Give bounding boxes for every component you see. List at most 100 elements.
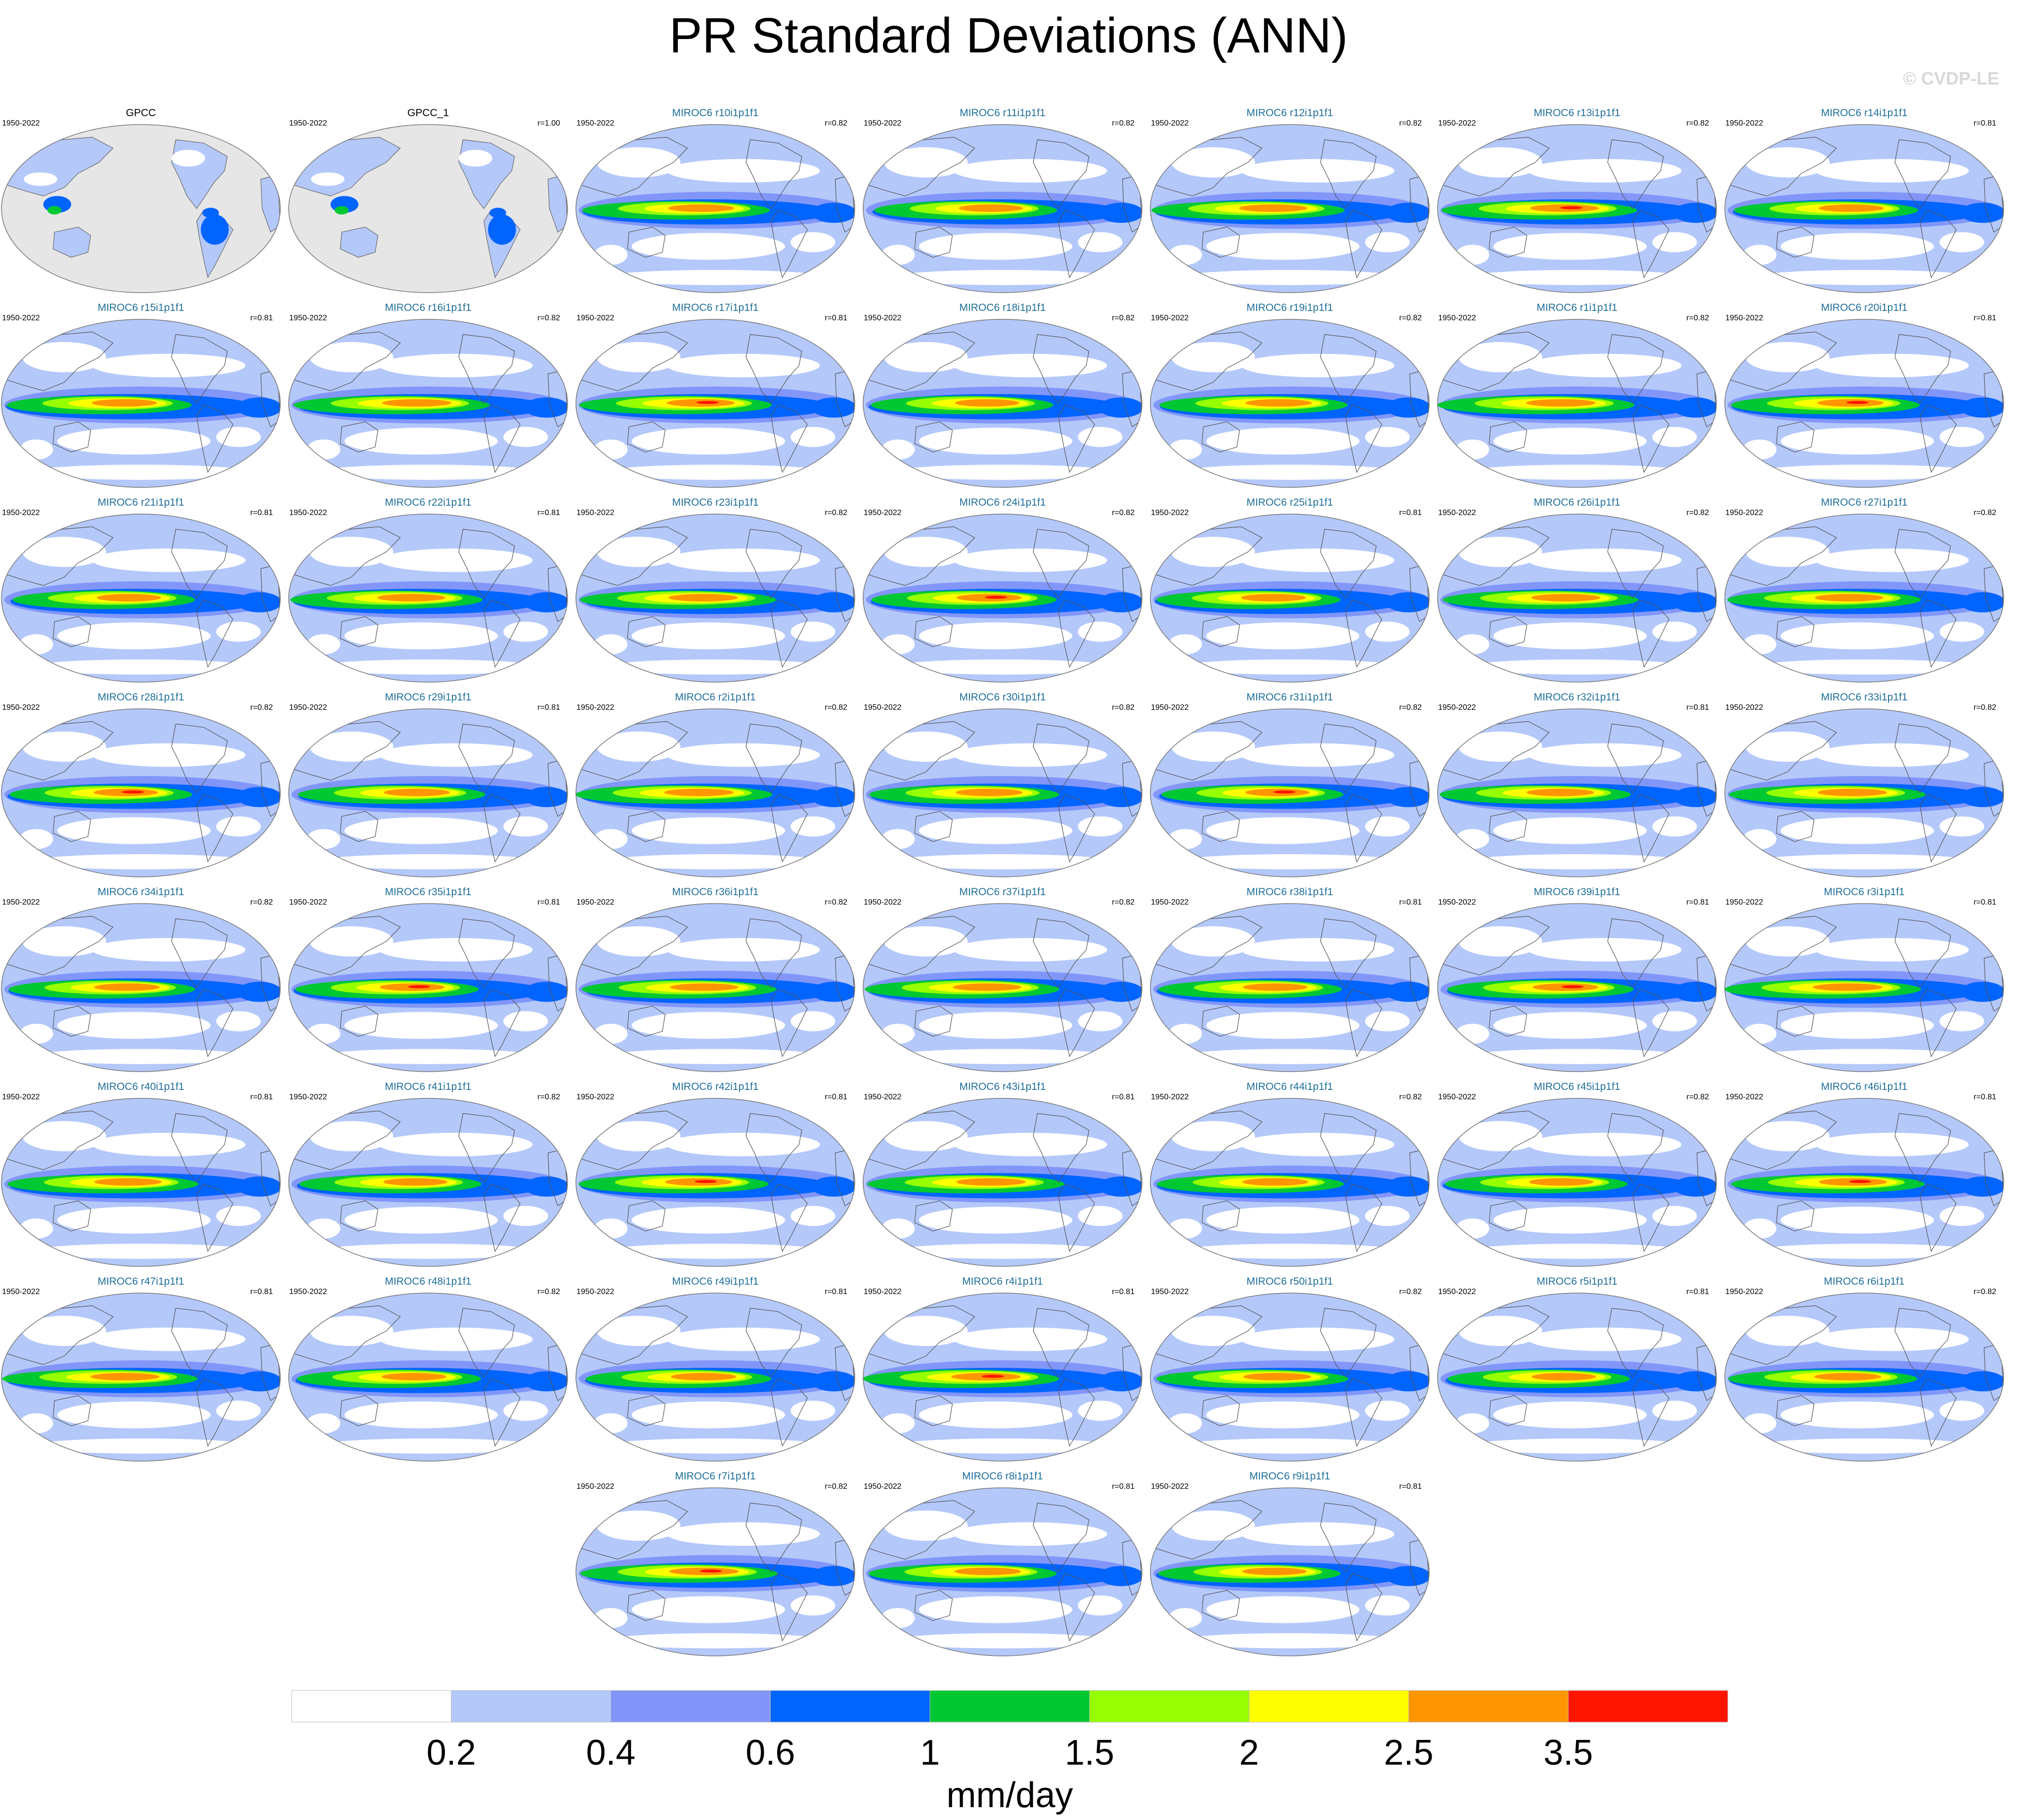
map-panel: MIROC6 r10i1p1f1 1950-2022 r=0.82 [574,107,856,295]
panel-years: 1950-2022 [289,314,327,322]
panel-correlation: r=0.81 [825,314,847,322]
panel-correlation: r=0.81 [250,509,273,517]
panel-correlation: r=0.82 [1112,509,1135,517]
precip-std-map [1150,514,1430,683]
panel-years: 1950-2022 [864,1482,902,1491]
panel-correlation: r=0.81 [1399,509,1422,517]
colorbar-swatch [770,1690,930,1723]
map-panel: MIROC6 r2i1p1f1 1950-2022 r=0.82 [574,691,856,879]
precip-std-map [1437,514,1717,683]
colorbar-tick-label: 1 [920,1733,940,1773]
map-panel: MIROC6 r27i1p1f1 1950-2022 r=0.82 [1723,496,2005,684]
precip-std-map [1150,124,1430,293]
panel-years: 1950-2022 [864,119,902,128]
precip-std-map [1150,1487,1430,1656]
panel-years: 1950-2022 [864,703,902,712]
panel-title: MIROC6 r22i1p1f1 [385,497,472,508]
precip-std-map [1,124,281,293]
panel-title: GPCC [126,107,156,119]
panel-years: 1950-2022 [576,314,614,322]
panel-years: 1950-2022 [576,1288,614,1296]
colorbar-swatch [611,1690,771,1723]
panel-years: 1950-2022 [1725,509,1763,517]
map-panel: GPCC_1 1950-2022 r=1.00 [287,107,569,295]
map-panel: MIROC6 r19i1p1f1 1950-2022 r=0.82 [1149,302,1431,489]
precip-std-map [1150,319,1430,488]
map-panel: MIROC6 r21i1p1f1 1950-2022 r=0.81 [0,496,282,684]
colorbar-tick-label: 1.5 [1065,1733,1114,1773]
panel-correlation: r=0.82 [1973,509,1996,517]
map-panel: MIROC6 r17i1p1f1 1950-2022 r=0.81 [574,302,856,489]
panel-title: MIROC6 r10i1p1f1 [672,107,759,119]
panel-correlation: r=0.81 [537,703,560,712]
panel-years: 1950-2022 [576,1482,614,1491]
map-panel: MIROC6 r12i1p1f1 1950-2022 r=0.82 [1149,107,1431,295]
map-panel: MIROC6 r38i1p1f1 1950-2022 r=0.81 [1149,886,1431,1074]
map-panel: MIROC6 r34i1p1f1 1950-2022 r=0.82 [0,886,282,1074]
panel-years: 1950-2022 [1438,314,1476,322]
panel-years: 1950-2022 [2,1288,40,1296]
panel-title: MIROC6 r18i1p1f1 [959,302,1046,313]
panel-correlation: r=0.81 [537,898,560,907]
map-panel: MIROC6 r46i1p1f1 1950-2022 r=0.81 [1723,1081,2005,1268]
panel-title: MIROC6 r7i1p1f1 [675,1471,756,1482]
precip-std-map [863,514,1142,683]
panel-correlation: r=0.82 [1686,314,1709,322]
panel-title: MIROC6 r12i1p1f1 [1246,107,1333,119]
map-panel: MIROC6 r42i1p1f1 1950-2022 r=0.81 [574,1081,856,1268]
precip-std-map [575,1487,855,1656]
panel-years: 1950-2022 [1725,1093,1763,1101]
map-panel: MIROC6 r30i1p1f1 1950-2022 r=0.82 [862,691,1143,879]
map-panel: MIROC6 r33i1p1f1 1950-2022 r=0.82 [1723,691,2005,879]
precip-std-map [1724,708,2004,877]
precip-std-map [1,708,281,877]
panel-title: MIROC6 r21i1p1f1 [97,497,184,508]
panel-title: MIROC6 r29i1p1f1 [385,692,472,703]
panel-correlation: r=0.82 [1973,703,1996,712]
panel-years: 1950-2022 [289,703,327,712]
colorbar-swatch [929,1690,1090,1723]
panel-title: MIROC6 r38i1p1f1 [1246,886,1333,898]
panel-correlation: r=0.81 [1973,314,1996,322]
panel-correlation: r=0.82 [825,509,847,517]
panel-correlation: r=0.82 [1399,1288,1422,1296]
panel-title: MIROC6 r40i1p1f1 [97,1081,184,1092]
panel-years: 1950-2022 [1151,703,1189,712]
panel-title: MIROC6 r31i1p1f1 [1246,692,1333,703]
panel-years: 1950-2022 [1151,898,1189,907]
precip-std-map [863,1098,1142,1267]
panel-title: MIROC6 r3i1p1f1 [1824,886,1905,898]
precip-std-map [288,124,568,293]
map-panel: MIROC6 r23i1p1f1 1950-2022 r=0.82 [574,496,856,684]
panel-years: 1950-2022 [1151,119,1189,128]
panel-title: MIROC6 r28i1p1f1 [97,692,184,703]
panel-years: 1950-2022 [576,1093,614,1101]
map-panel: MIROC6 r29i1p1f1 1950-2022 r=0.81 [287,691,569,879]
colorbar-tick-label: 0.6 [745,1733,795,1773]
panel-years: 1950-2022 [864,509,902,517]
panel-years: 1950-2022 [2,509,40,517]
colorbar-swatch [291,1690,452,1723]
precip-std-map [1724,514,2004,683]
panel-title: MIROC6 r48i1p1f1 [385,1276,472,1287]
panel-correlation: r=0.81 [1686,703,1709,712]
colorbar-swatch [451,1690,612,1723]
panel-title: MIROC6 r37i1p1f1 [959,886,1046,898]
precip-std-map [1150,708,1430,877]
panel-correlation: r=0.82 [1112,898,1135,907]
panel-title: MIROC6 r23i1p1f1 [672,497,759,508]
panel-title: MIROC6 r26i1p1f1 [1534,497,1621,508]
panel-years: 1950-2022 [289,119,327,128]
precip-std-map [863,124,1142,293]
panel-correlation: r=0.82 [250,898,273,907]
map-panel: MIROC6 r6i1p1f1 1950-2022 r=0.82 [1723,1275,2005,1463]
watermark: © CVDP-LE [1903,68,1999,88]
colorbar-tick-label: 0.2 [427,1733,476,1773]
panel-years: 1950-2022 [1151,1482,1189,1491]
panel-correlation: r=0.82 [1399,119,1422,128]
map-panel: MIROC6 r13i1p1f1 1950-2022 r=0.82 [1436,107,1718,295]
panel-title: MIROC6 r43i1p1f1 [959,1081,1046,1092]
map-panel: MIROC6 r26i1p1f1 1950-2022 r=0.82 [1436,496,1718,684]
panel-title: MIROC6 r27i1p1f1 [1821,497,1908,508]
panel-correlation: r=0.81 [1973,1093,1996,1101]
